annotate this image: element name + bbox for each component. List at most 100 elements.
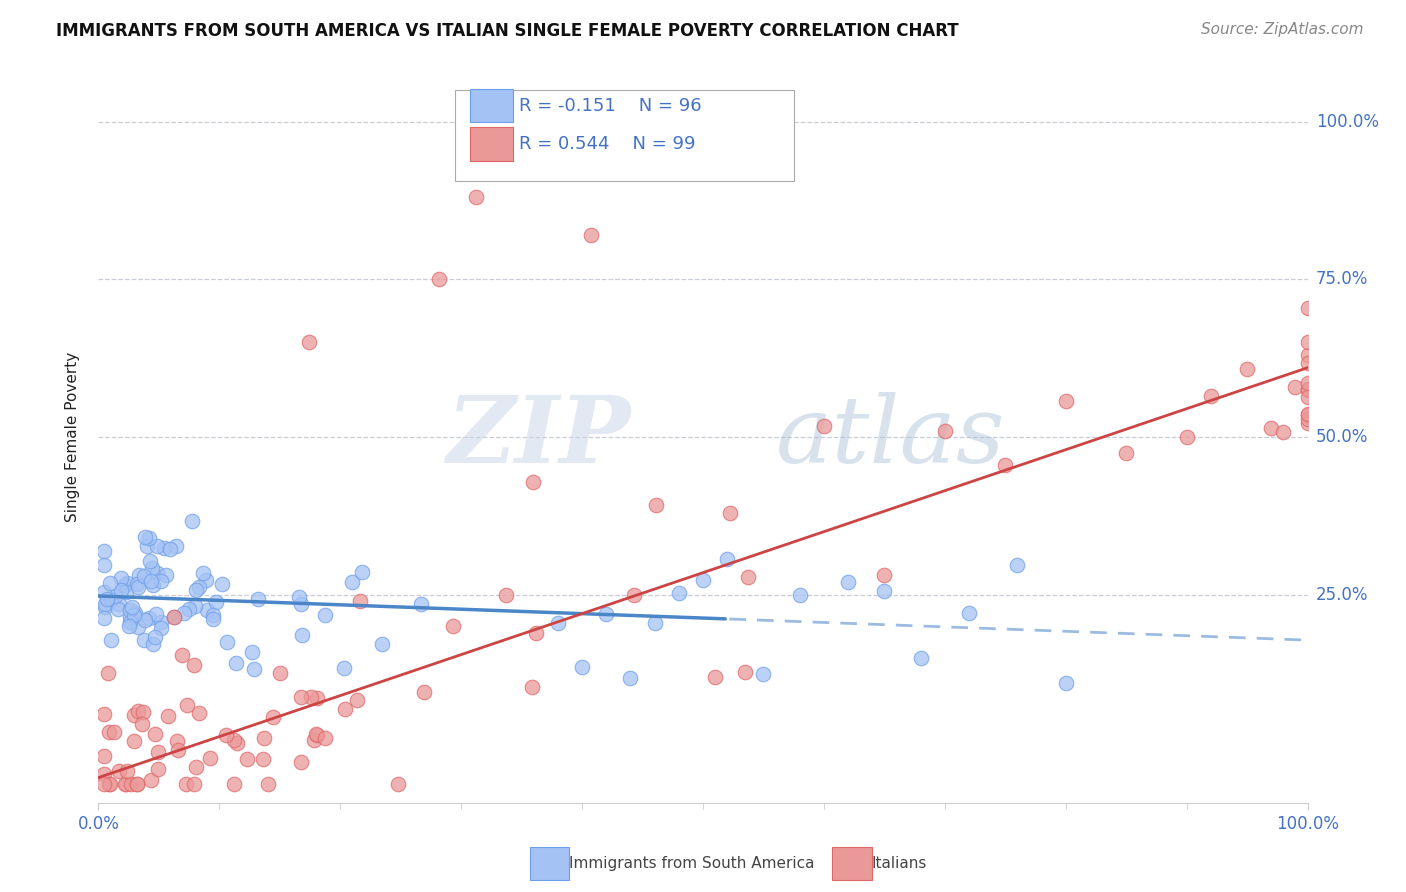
Point — [225, 736, 247, 750]
Point — [132, 568, 155, 582]
Point — [411, 597, 433, 611]
Point — [127, 705, 149, 719]
Point — [371, 637, 394, 651]
Point — [387, 777, 409, 791]
Point — [93, 749, 115, 764]
Point — [122, 608, 145, 623]
Point — [125, 576, 148, 591]
Point — [957, 607, 980, 621]
Point — [194, 574, 217, 588]
Point — [124, 734, 146, 748]
Point — [110, 582, 132, 597]
Point — [1296, 382, 1319, 396]
Point — [813, 419, 835, 434]
Point — [201, 608, 224, 623]
Point — [103, 725, 125, 739]
Point — [1296, 409, 1319, 423]
Point — [1260, 421, 1282, 435]
Point — [172, 648, 194, 662]
Point — [181, 514, 204, 528]
Point — [118, 615, 141, 629]
Point — [125, 777, 148, 791]
Point — [183, 599, 205, 614]
Point — [222, 777, 245, 791]
Point — [148, 745, 170, 759]
Point — [1296, 334, 1319, 349]
Point — [1296, 383, 1319, 397]
Point — [718, 506, 741, 520]
Point — [305, 727, 328, 741]
Point — [314, 607, 336, 622]
Point — [644, 615, 666, 630]
Point — [1054, 393, 1077, 408]
Point — [94, 597, 117, 611]
Point — [994, 458, 1017, 473]
Point — [94, 599, 117, 614]
Point — [163, 610, 186, 624]
Point — [349, 594, 371, 608]
Point — [177, 602, 200, 616]
Text: 25.0%: 25.0% — [1316, 586, 1368, 604]
Point — [350, 565, 373, 579]
Point — [1296, 356, 1319, 370]
Point — [910, 651, 932, 665]
Point — [211, 576, 233, 591]
Point — [242, 645, 264, 659]
Point — [176, 698, 198, 713]
Point — [134, 613, 156, 627]
Point — [132, 633, 155, 648]
Point — [934, 424, 956, 438]
Text: 50.0%: 50.0% — [1316, 428, 1368, 446]
Point — [619, 671, 641, 685]
Point — [93, 706, 115, 721]
Point — [157, 709, 180, 723]
Point — [93, 610, 115, 624]
Point — [138, 611, 160, 625]
Point — [107, 764, 129, 779]
Point — [291, 628, 314, 642]
Point — [167, 742, 190, 756]
Point — [127, 580, 149, 594]
Point — [269, 666, 291, 681]
Point — [1296, 417, 1319, 431]
Point — [146, 539, 169, 553]
Point — [107, 597, 129, 611]
Point — [142, 578, 165, 592]
Point — [120, 610, 142, 624]
Point — [98, 725, 121, 739]
Point — [93, 544, 115, 558]
Point — [581, 228, 603, 243]
Point — [225, 656, 247, 670]
Point — [1115, 446, 1137, 460]
Point — [290, 597, 312, 611]
Point — [1296, 390, 1319, 404]
Point — [257, 777, 280, 791]
Point — [253, 731, 276, 746]
Point — [427, 272, 450, 286]
Point — [224, 733, 246, 747]
Point — [98, 777, 121, 791]
Point — [1199, 389, 1222, 403]
Point — [139, 554, 162, 568]
Point — [340, 574, 363, 589]
Point — [305, 728, 328, 742]
Point — [1296, 411, 1319, 425]
Point — [1054, 676, 1077, 690]
Point — [692, 573, 714, 587]
Point — [100, 592, 122, 607]
Point — [243, 662, 266, 676]
Point — [145, 607, 167, 622]
Point — [173, 606, 195, 620]
Point — [141, 637, 163, 651]
Point — [115, 575, 138, 590]
Point — [141, 772, 163, 787]
Point — [205, 595, 228, 609]
Point — [132, 705, 155, 719]
Point — [262, 709, 284, 723]
Point — [333, 661, 356, 675]
Point — [163, 610, 186, 624]
Point — [297, 335, 319, 350]
Point — [188, 580, 211, 594]
Point — [138, 531, 160, 545]
Point — [346, 693, 368, 707]
